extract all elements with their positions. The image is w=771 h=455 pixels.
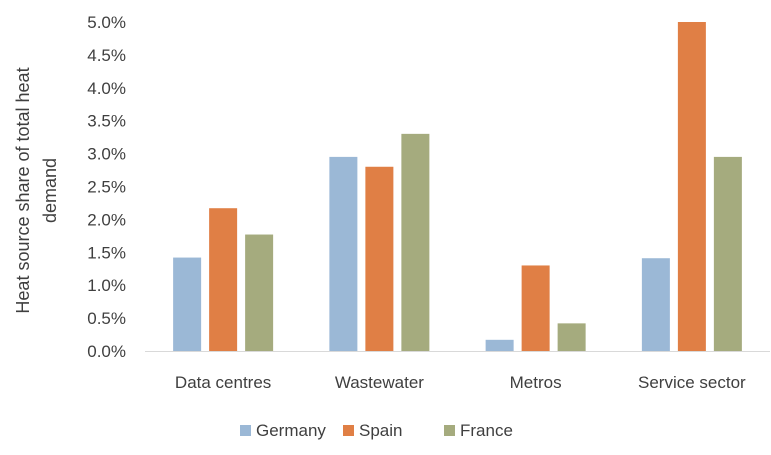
y-tick-label: 3.5% xyxy=(87,112,126,131)
bar-spain-2 xyxy=(521,265,550,351)
y-tick-label: 0.0% xyxy=(87,342,126,361)
bar-spain-3 xyxy=(677,22,706,351)
bar-france-3 xyxy=(713,156,742,351)
y-tick-label: 1.5% xyxy=(87,243,126,262)
x-axis-categories: Data centres Wastewater Metros Service sect… xyxy=(175,373,746,392)
y-tick-label: 5.0% xyxy=(87,13,126,32)
y-axis-title-text: Heat source share of total heat demand xyxy=(13,67,60,313)
y-tick-label: 3.0% xyxy=(87,145,126,164)
x-category-label: Metros xyxy=(510,373,562,392)
legend-swatch-germany xyxy=(240,425,251,436)
y-axis-title: Heat source share of total heat demand xyxy=(13,67,60,313)
legend: Germany Spain France xyxy=(240,421,513,440)
y-tick-label: 4.5% xyxy=(87,46,126,65)
bar-germany-1 xyxy=(329,156,358,351)
legend-label-france: France xyxy=(460,421,513,440)
bar-france-1 xyxy=(401,133,430,351)
y-axis-ticks: 0.0% 0.5% 1.0% 1.5% 2.0% 2.5% 3.0% 3.5% 4.0% 4.5%… xyxy=(87,13,126,361)
bar-germany-0 xyxy=(173,257,202,351)
y-axis-title-line: demand xyxy=(40,158,60,223)
bars xyxy=(173,22,742,351)
bar-france-0 xyxy=(245,234,274,351)
y-tick-label: 0.5% xyxy=(87,309,126,328)
bar-germany-2 xyxy=(485,339,514,351)
legend-swatch-france xyxy=(444,425,455,436)
y-axis-title-line: Heat source share of total heat xyxy=(13,67,33,313)
bar-spain-0 xyxy=(209,208,238,351)
bar-france-2 xyxy=(557,323,586,351)
x-category-label: Service sector xyxy=(638,373,746,392)
legend-label-spain: Spain xyxy=(359,421,402,440)
bar-germany-3 xyxy=(641,258,670,351)
y-tick-label: 4.0% xyxy=(87,79,126,98)
legend-label-germany: Germany xyxy=(256,421,326,440)
x-category-label: Data centres xyxy=(175,373,271,392)
y-tick-label: 2.0% xyxy=(87,210,126,229)
bar-spain-1 xyxy=(365,166,394,351)
x-category-label: Wastewater xyxy=(335,373,424,392)
y-tick-label: 2.5% xyxy=(87,178,126,197)
y-tick-label: 1.0% xyxy=(87,276,126,295)
legend-swatch-spain xyxy=(343,425,354,436)
